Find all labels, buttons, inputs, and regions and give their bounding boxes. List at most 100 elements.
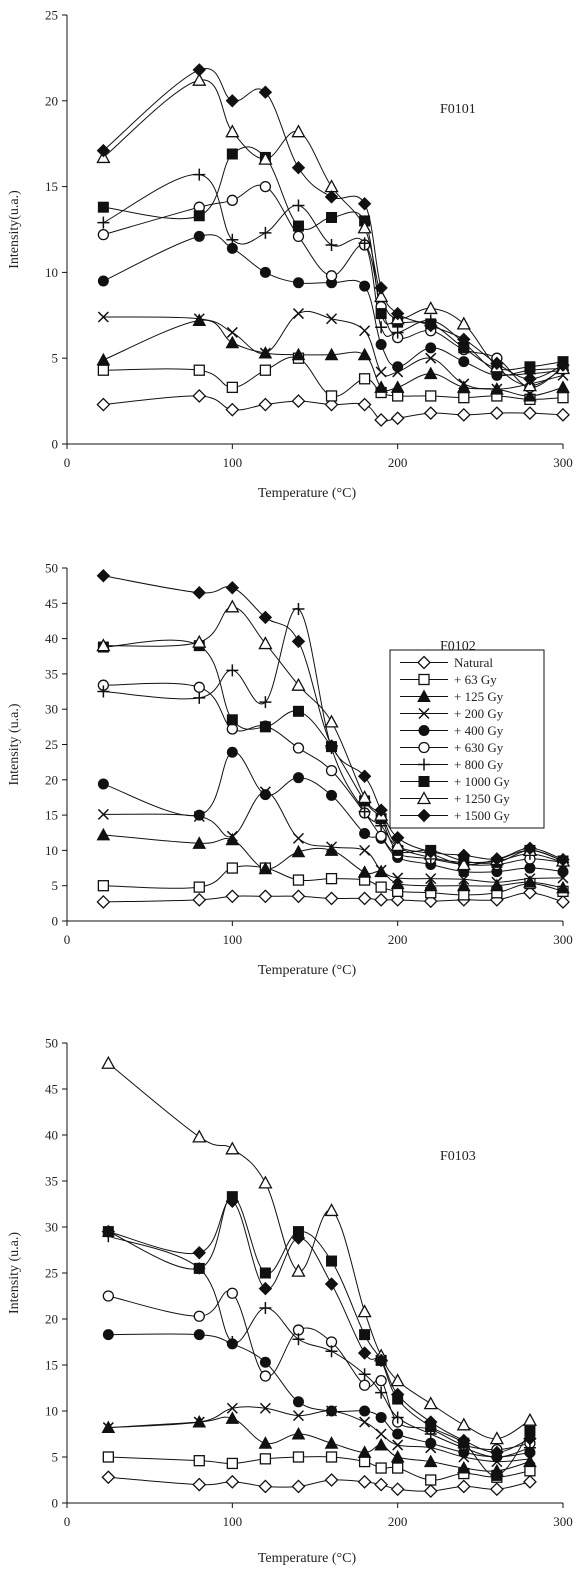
data-point <box>324 179 339 193</box>
data-point <box>359 827 371 839</box>
legend-marker <box>418 776 430 787</box>
data-point <box>523 841 537 855</box>
data-point <box>291 394 306 409</box>
data-point <box>192 892 207 907</box>
data-point <box>96 143 111 158</box>
data-point <box>425 1474 437 1486</box>
data-point <box>192 1477 207 1492</box>
x-tick-label: 300 <box>553 932 573 947</box>
data-point <box>375 338 387 350</box>
panel-label: F0101 <box>440 102 476 117</box>
data-point <box>556 880 570 894</box>
data-point <box>423 301 438 315</box>
legend-label: + 400 Gy <box>454 723 504 738</box>
data-point <box>357 891 372 906</box>
data-point <box>390 1373 405 1387</box>
data-point <box>357 1445 372 1458</box>
data-point <box>225 335 240 349</box>
data-point <box>523 372 537 386</box>
data-point <box>357 220 372 234</box>
data-point <box>225 889 240 904</box>
data-point <box>193 881 205 893</box>
data-point <box>292 742 305 754</box>
data-point <box>292 1396 304 1408</box>
y-tick-label: 10 <box>45 843 58 858</box>
data-point <box>424 318 438 333</box>
data-point <box>491 383 503 395</box>
data-point <box>326 841 338 853</box>
data-point <box>326 1255 338 1267</box>
data-point <box>424 1415 438 1429</box>
data-point <box>457 1433 471 1448</box>
data-point <box>324 739 339 753</box>
data-point <box>325 270 338 282</box>
data-point <box>292 874 305 886</box>
y-tick-label: 35 <box>45 666 58 681</box>
data-point <box>324 1473 339 1487</box>
y-tick-label: 10 <box>45 265 58 280</box>
x-tick-label: 200 <box>388 932 408 947</box>
data-point <box>259 1402 271 1414</box>
data-point <box>258 1436 273 1449</box>
data-point <box>326 313 338 325</box>
legend-marker <box>417 689 431 702</box>
data-point <box>192 586 206 600</box>
data-point <box>96 638 111 652</box>
data-point <box>490 852 504 866</box>
data-point <box>259 364 272 376</box>
legend-label: + 63 Gy <box>454 672 497 687</box>
data-point <box>423 366 438 380</box>
data-point <box>357 1346 372 1360</box>
data-point <box>97 808 109 820</box>
data-point <box>96 352 111 366</box>
data-point <box>192 389 207 403</box>
data-point <box>291 1426 306 1440</box>
data-point <box>97 311 109 323</box>
data-point <box>326 789 338 801</box>
data-point <box>523 885 537 900</box>
data-point <box>326 1405 338 1417</box>
data-point <box>192 634 207 648</box>
data-point <box>392 872 404 884</box>
data-point <box>258 1479 273 1494</box>
data-point <box>225 599 240 613</box>
data-point <box>359 280 371 292</box>
data-point <box>292 832 304 844</box>
data-point <box>225 1474 240 1489</box>
legend-marker <box>418 673 430 686</box>
data-point <box>374 281 388 295</box>
data-point <box>97 778 109 790</box>
data-point <box>226 1402 238 1414</box>
data-point <box>424 845 438 859</box>
data-point <box>375 308 387 320</box>
data-point <box>225 124 240 138</box>
chart-panel-1: 0 5 10 15 20 25 0 100 200 300 Temperature (°C) Inte… <box>7 8 573 502</box>
data-point <box>324 1277 339 1291</box>
y-tick-label: 0 <box>52 1496 59 1511</box>
data-point <box>375 321 388 334</box>
data-point <box>192 1129 207 1143</box>
data-point <box>357 1304 372 1318</box>
legend-marker <box>417 655 431 670</box>
data-point <box>292 602 305 615</box>
data-point <box>97 685 110 698</box>
data-point <box>193 1262 205 1274</box>
data-point <box>292 1410 304 1422</box>
data-point <box>524 873 536 885</box>
data-point <box>325 872 338 885</box>
series-line <box>103 146 564 371</box>
data-point <box>458 889 470 901</box>
data-point <box>96 895 111 909</box>
data-point <box>193 364 205 376</box>
data-point <box>425 873 437 885</box>
data-point <box>556 852 570 867</box>
data-point <box>458 356 470 368</box>
legend-label: + 630 Gy <box>454 740 504 755</box>
y-tick-label: 45 <box>45 596 58 611</box>
data-point <box>192 836 207 849</box>
data-point <box>390 1387 405 1402</box>
legend-label: + 1500 Gy <box>454 808 510 823</box>
legend-label: + 1000 Gy <box>454 774 510 789</box>
data-point <box>523 1474 537 1489</box>
data-point <box>226 233 239 246</box>
